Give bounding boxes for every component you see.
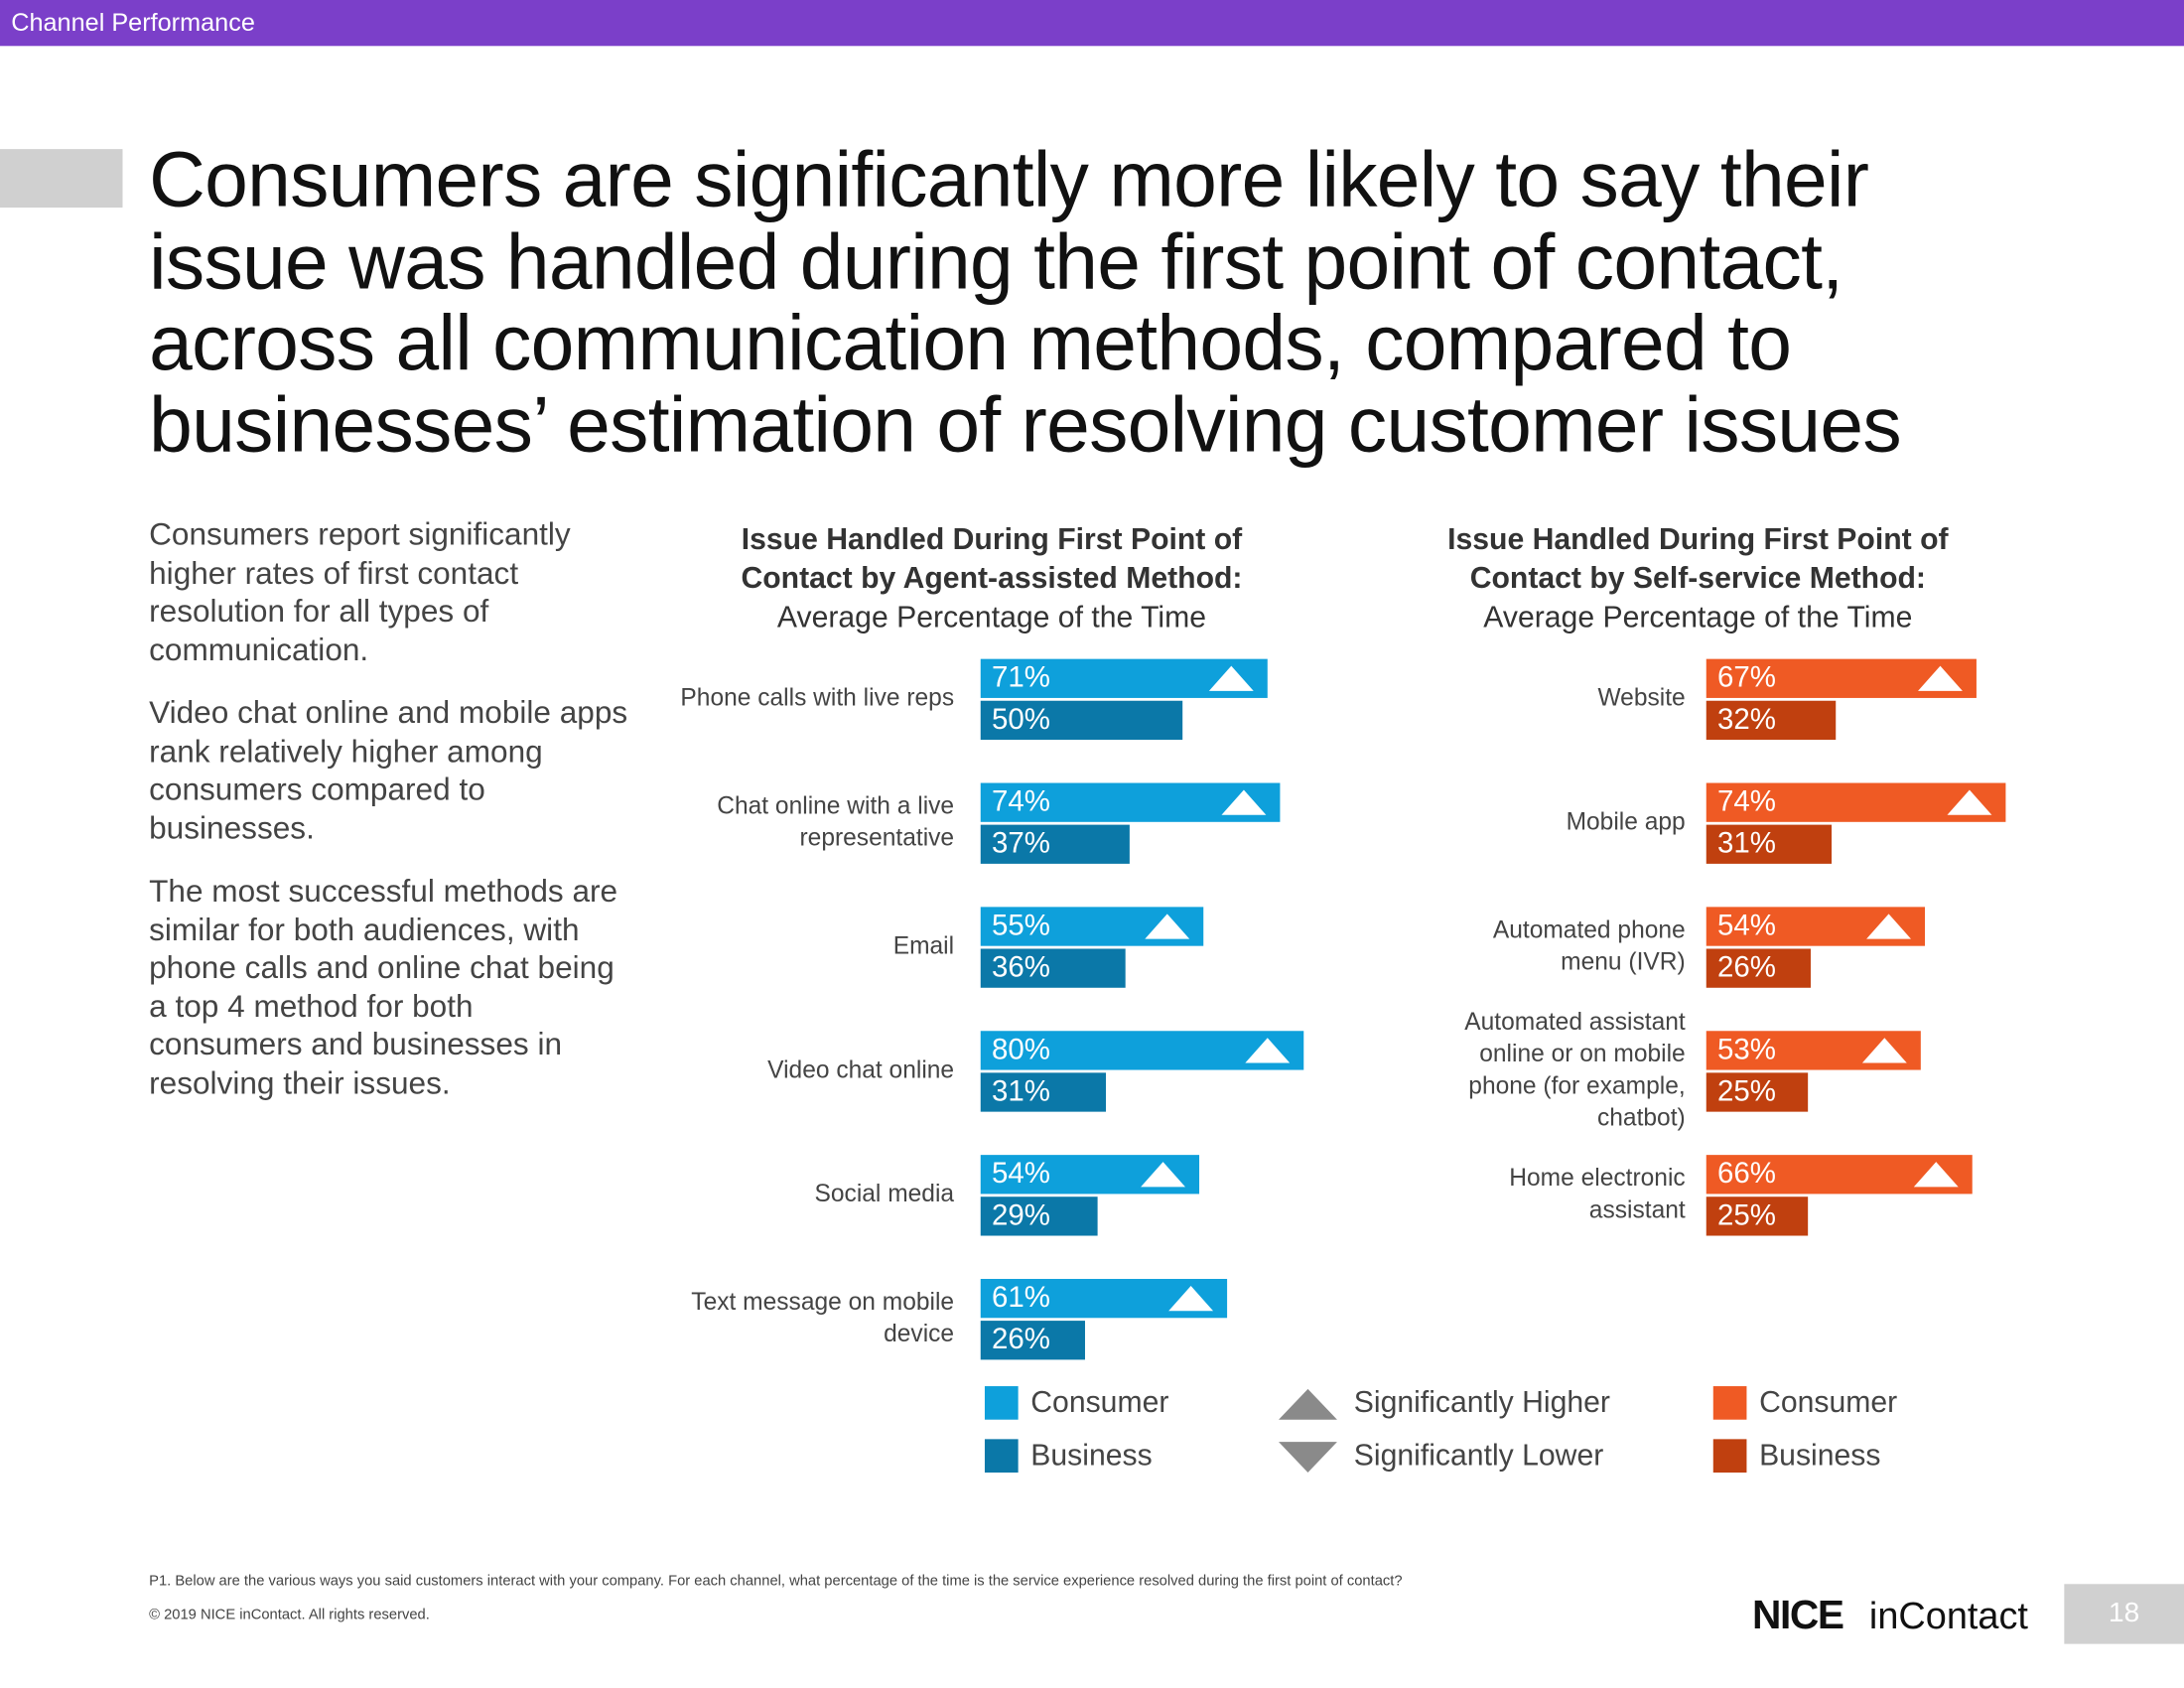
bar	[1706, 1196, 1808, 1236]
category-label: Chat online with a live representative	[717, 790, 955, 852]
legend-triangle	[1279, 1442, 1337, 1474]
category-label: Mobile app	[1566, 807, 1686, 836]
value-label: 25%	[1716, 1199, 1776, 1232]
significance-triangle	[1220, 789, 1266, 815]
legend-label: Consumer	[1759, 1385, 1898, 1420]
legend-label: Business	[1759, 1438, 1881, 1473]
chart-subtitle: Average Percentage of the Time	[1483, 600, 1913, 634]
value-label: 71%	[991, 661, 1050, 694]
legend-swatch	[984, 1439, 1019, 1474]
value-label: 54%	[1716, 910, 1776, 942]
category-label: Email	[892, 930, 955, 960]
value-label: 54%	[991, 1157, 1050, 1191]
legend-swatch	[1712, 1386, 1747, 1420]
page-number-box	[2064, 1584, 2184, 1644]
chart-title-text: Issue Handled During First Point of Cont…	[1447, 522, 1949, 596]
category-label: Text message on mobile device	[691, 1287, 955, 1347]
value-label: 74%	[991, 785, 1050, 818]
legend-label: Significantly Higher	[1353, 1385, 1610, 1420]
title-line: Consumers are significantly more likely …	[149, 135, 1869, 223]
significance-triangle	[1245, 1038, 1291, 1063]
bar	[980, 948, 1127, 988]
value-label: 67%	[1716, 661, 1776, 694]
logo: NICE	[1752, 1594, 1844, 1638]
bar	[1706, 824, 1832, 864]
category-label: Home electronic assistant	[1509, 1163, 1686, 1223]
slide-title: Consumers are significantly more likely …	[149, 135, 1902, 468]
bar	[1706, 1072, 1808, 1112]
bar	[1706, 700, 1836, 741]
category-label: Video chat online	[767, 1055, 955, 1083]
value-label: 53%	[1716, 1034, 1776, 1066]
value-label: 80%	[991, 1034, 1050, 1066]
value-label: 25%	[1716, 1075, 1776, 1108]
category-label: Website	[1597, 683, 1686, 712]
value-label: 55%	[991, 910, 1050, 942]
value-label: 32%	[1716, 703, 1776, 736]
logo: inContact	[1868, 1595, 2028, 1637]
footnote: P1. Below are the various ways you said …	[149, 1573, 1403, 1590]
category-label: Social media	[814, 1179, 955, 1207]
chart-title: Issue Handled During First Point of Cont…	[1420, 519, 1977, 636]
significance-triangle	[1208, 665, 1254, 691]
significance-triangle	[1946, 789, 1991, 815]
value-label: 29%	[991, 1199, 1050, 1232]
legend-label: Business	[1030, 1438, 1153, 1473]
value-label: 36%	[991, 951, 1050, 984]
title-line: across all communication methods, compar…	[149, 298, 1792, 386]
title-accent	[0, 149, 123, 209]
category-label: Automated assistant online or on mobile …	[1464, 1007, 1686, 1132]
legend-label: Consumer	[1030, 1385, 1169, 1420]
bar	[980, 700, 1183, 741]
bar	[980, 824, 1131, 864]
value-label: 66%	[1716, 1157, 1776, 1191]
body-paragraph: The most successful methods are similar …	[149, 873, 618, 1100]
value-label: 74%	[1716, 785, 1776, 818]
value-label: 50%	[991, 703, 1050, 736]
value-label: 26%	[991, 1323, 1050, 1356]
category-label: Automated phone menu (IVR)	[1492, 914, 1686, 976]
value-label: 31%	[991, 1075, 1050, 1108]
significance-triangle	[1168, 1286, 1213, 1312]
significance-triangle	[1140, 1162, 1185, 1188]
bar	[980, 1196, 1098, 1236]
title-line: issue was handled during the first point…	[149, 216, 1843, 305]
legend-swatch	[984, 1386, 1019, 1420]
value-label: 61%	[991, 1281, 1050, 1315]
bar	[980, 1072, 1106, 1112]
copyright: © 2019 NICE inContact. All rights reserv…	[149, 1606, 430, 1623]
bar	[980, 1321, 1086, 1360]
significance-triangle	[1918, 665, 1964, 691]
bar	[1706, 948, 1812, 988]
value-label: 26%	[1716, 951, 1776, 984]
significance-triangle	[1861, 1038, 1907, 1063]
chart-subtitle: Average Percentage of the Time	[776, 600, 1207, 634]
value-label: 37%	[991, 827, 1050, 860]
legend-label: Significantly Lower	[1353, 1438, 1604, 1473]
body-text: Consumers report significantly higher ra…	[149, 515, 629, 1127]
significance-triangle	[1914, 1162, 1960, 1188]
header-bar	[0, 0, 2184, 47]
legend-swatch	[1712, 1439, 1747, 1474]
significance-triangle	[1865, 914, 1911, 939]
significance-triangle	[1144, 914, 1189, 939]
title-line: businesses’ estimation of resolving cust…	[149, 379, 1902, 468]
header-text: Channel Performance	[11, 8, 255, 37]
body-paragraph: Consumers report significantly higher ra…	[149, 516, 571, 667]
page-number: 18	[2109, 1598, 2140, 1629]
chart-title: Issue Handled During First Point of Cont…	[713, 519, 1270, 636]
chart-title-text: Issue Handled During First Point of Cont…	[741, 522, 1243, 596]
category-label: Phone calls with live reps	[680, 683, 955, 712]
body-paragraph: Video chat online and mobile apps rank r…	[149, 695, 628, 845]
value-label: 31%	[1716, 827, 1776, 860]
legend-triangle	[1279, 1388, 1337, 1420]
